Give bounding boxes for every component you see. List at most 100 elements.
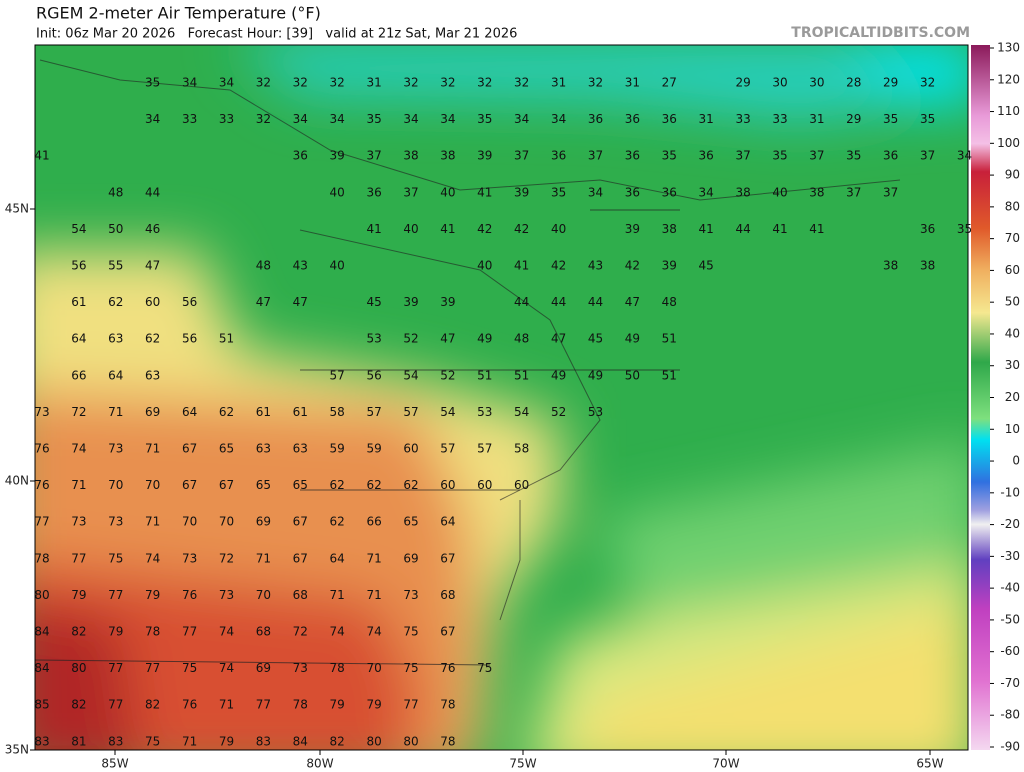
temperature-label: 81 [71,734,86,748]
temperature-label: 34 [403,112,418,126]
colorbar-label: 0 [1012,454,1020,468]
title: RGEM 2-meter Air Temperature (°F) [36,4,321,23]
temperature-label: 51 [219,332,234,346]
temperature-label: 35 [957,222,972,236]
temperature-label: 47 [256,295,271,309]
temperature-label: 72 [293,625,308,639]
temperature-label: 65 [403,515,418,529]
temperature-label: 38 [809,185,824,199]
colorbar [971,45,990,750]
temperature-label: 82 [71,698,86,712]
temperature-label: 64 [71,332,86,346]
temperature-label: 42 [477,222,492,236]
temperature-label: 51 [662,368,677,382]
temperature-label: 51 [477,368,492,382]
temperature-label: 34 [330,112,345,126]
colorbar-label: 40 [1005,326,1020,340]
temperature-label: 31 [366,76,381,90]
temperature-label: 37 [366,149,381,163]
temperature-label: 36 [366,185,381,199]
temperature-label: 41 [34,149,49,163]
temperature-label: 60 [514,478,529,492]
temperature-label: 63 [145,368,160,382]
temperature-label: 51 [662,332,677,346]
temperature-label: 35 [772,149,787,163]
temperature-label: 34 [588,185,603,199]
temperature-label: 35 [551,185,566,199]
temperature-label: 82 [71,625,86,639]
temperature-label: 35 [145,76,160,90]
colorbar-label: -80 [1000,708,1020,722]
temperature-label: 60 [440,478,455,492]
temperature-label: 37 [514,149,529,163]
colorbar-label: 120 [997,72,1020,86]
temperature-label: 69 [256,661,271,675]
temperature-label: 41 [477,185,492,199]
colorbar-label: 90 [1005,168,1020,182]
temperature-label: 43 [588,259,603,273]
lon-label: 85W [101,757,128,771]
temperature-label: 76 [34,442,49,456]
lon-label: 75W [509,757,536,771]
temperature-label: 53 [366,332,381,346]
temperature-label: 78 [34,551,49,565]
temperature-label: 55 [108,259,123,273]
temperature-label: 47 [625,295,640,309]
temperature-label: 76 [182,588,197,602]
temperature-label: 85 [34,698,49,712]
temperature-label: 32 [477,76,492,90]
temperature-label: 39 [662,259,677,273]
temperature-label: 65 [256,478,271,492]
temperature-label: 73 [219,588,234,602]
temperature-label: 75 [403,661,418,675]
temperature-label: 54 [403,368,418,382]
temperature-label: 36 [883,149,898,163]
temperature-label: 29 [735,76,750,90]
temperature-label: 28 [846,76,861,90]
brand: TROPICALTIDBITS.COM [791,25,970,41]
temperature-label: 27 [662,76,677,90]
map-field [35,45,968,750]
temperature-label: 40 [330,259,345,273]
temperature-label: 57 [477,442,492,456]
temperature-label: 71 [145,442,160,456]
temperature-label: 64 [108,368,123,382]
temperature-label: 52 [440,368,455,382]
temperature-label: 35 [662,149,677,163]
temperature-label: 60 [145,295,160,309]
colorbar-label: -50 [1000,612,1020,626]
temperature-label: 41 [809,222,824,236]
temperature-label: 32 [330,76,345,90]
temperature-label: 56 [182,295,197,309]
temperature-label: 62 [330,515,345,529]
temperature-label: 65 [219,442,234,456]
temperature-label: 47 [551,332,566,346]
temperature-label: 47 [440,332,455,346]
temperature-label: 54 [71,222,86,236]
colorbar-label: 50 [1005,295,1020,309]
temperature-label: 63 [108,332,123,346]
temperature-label: 37 [403,185,418,199]
temperature-label: 80 [403,734,418,748]
temperature-label: 35 [920,112,935,126]
temperature-label: 38 [403,149,418,163]
temperature-label: 39 [403,295,418,309]
temperature-label: 36 [625,149,640,163]
temperature-label: 34 [440,112,455,126]
temperature-label: 62 [330,478,345,492]
temperature-label: 70 [219,515,234,529]
temperature-label: 59 [330,442,345,456]
temperature-label: 70 [256,588,271,602]
subtitle: Init: 06z Mar 20 2026 Forecast Hour: [39… [36,27,517,42]
temperature-label: 73 [403,588,418,602]
temperature-label: 41 [514,259,529,273]
temperature-label: 38 [662,222,677,236]
temperature-label: 31 [551,76,566,90]
temperature-label: 38 [920,259,935,273]
temperature-label: 62 [145,332,160,346]
colorbar-label: 10 [1005,422,1020,436]
temperature-label: 36 [699,149,714,163]
temperature-label: 38 [735,185,750,199]
temperature-label: 75 [182,661,197,675]
temperature-label: 32 [588,76,603,90]
